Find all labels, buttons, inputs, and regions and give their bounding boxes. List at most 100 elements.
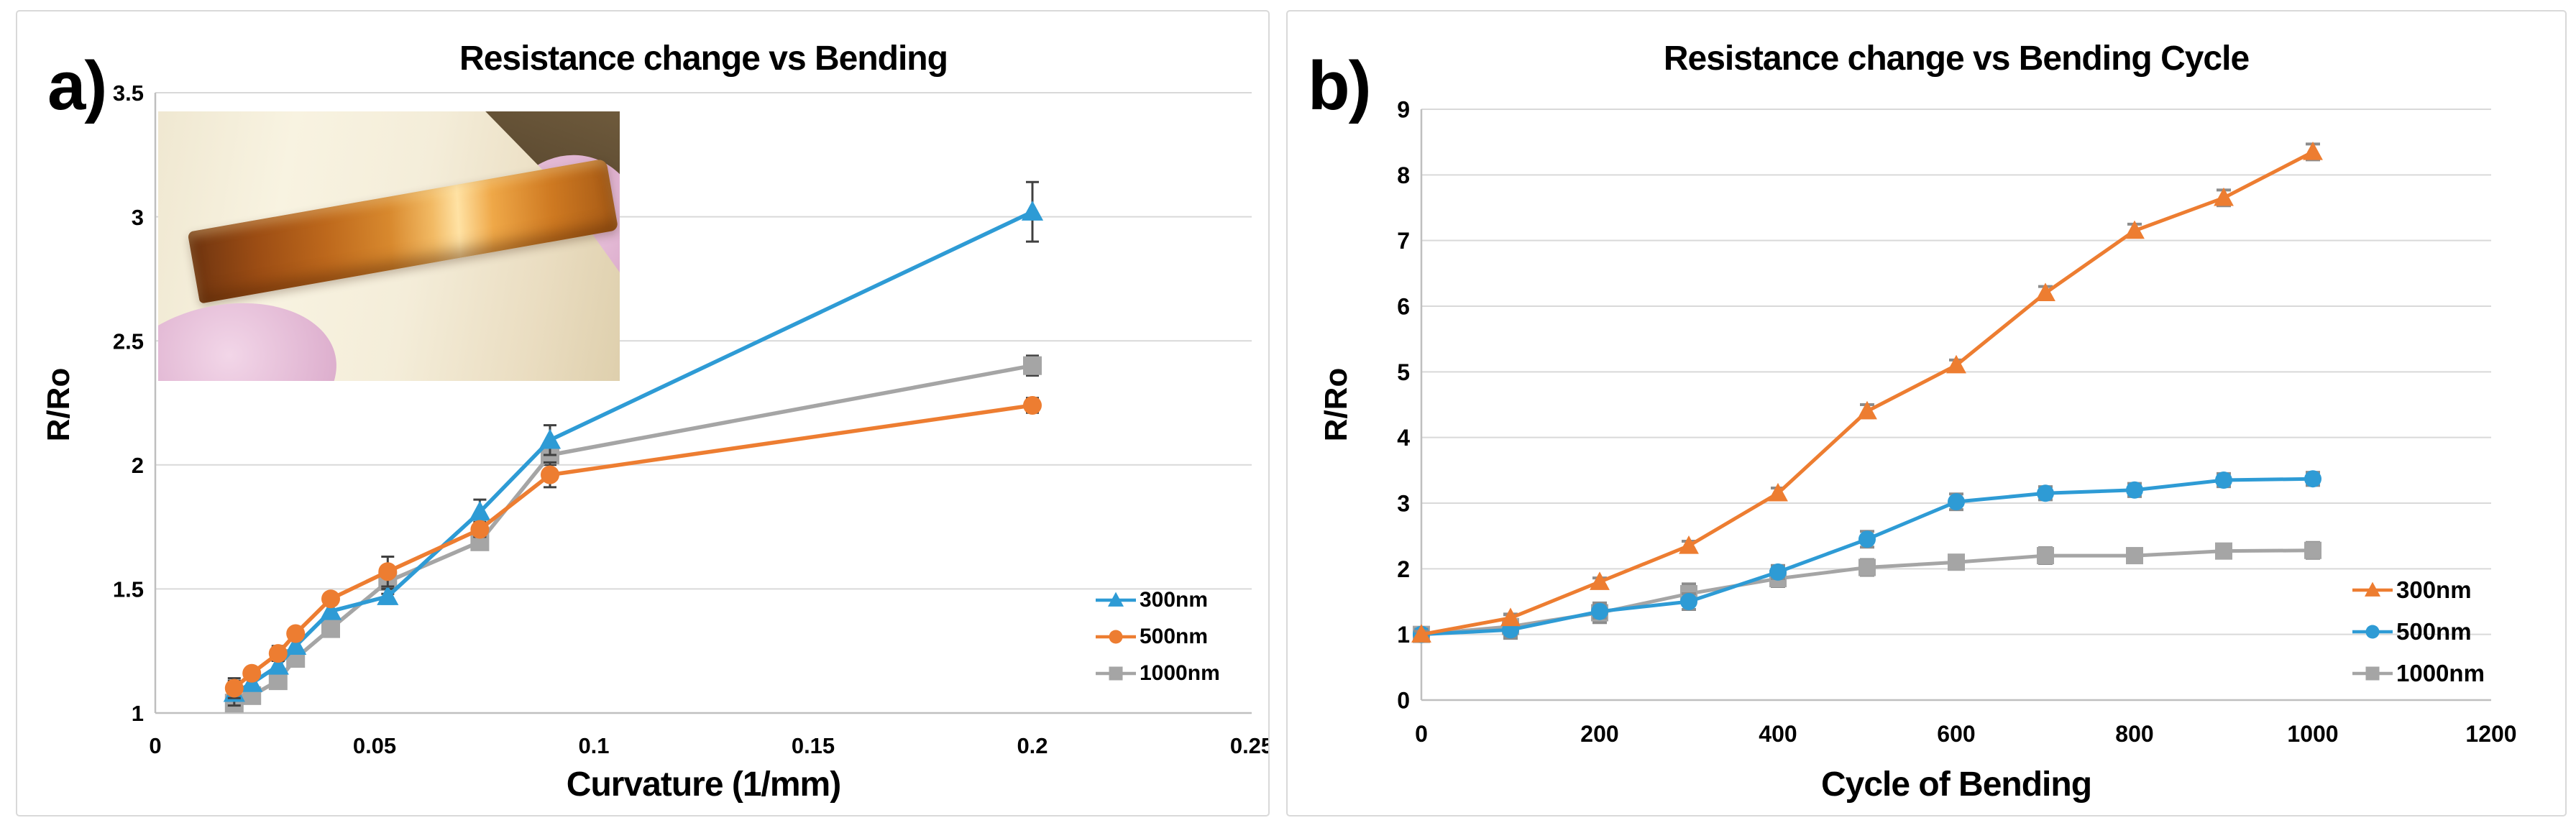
series-300nm-marker-9 <box>2214 187 2234 206</box>
x-tick-label-0.05: 0.05 <box>353 733 396 758</box>
y-tick-label-3.5: 3.5 <box>113 80 144 106</box>
y-tick-label-2: 2 <box>132 453 144 478</box>
chart-b-legend: 300nm 500nm 1000nm <box>2352 576 2485 686</box>
series-1000nm-marker-10 <box>2304 541 2321 559</box>
legend-symbol-300nm <box>2364 581 2381 597</box>
series-500nm-marker-9 <box>2215 472 2232 489</box>
panel-b-label: b) <box>1308 47 1372 124</box>
legend-symbol-1000nm <box>2365 666 2380 681</box>
series-300nm-marker-10 <box>2303 141 2323 160</box>
legend-marker-1000nm <box>1096 666 1136 681</box>
x-tick-label-600: 600 <box>1937 721 1975 747</box>
series-500nm-marker-6 <box>1948 493 1965 511</box>
series-300nm <box>1411 141 2323 643</box>
series-500nm <box>1413 470 2321 643</box>
series-500nm-line <box>232 403 1035 691</box>
series-1000nm-marker-6 <box>1948 553 1965 571</box>
series-500nm-marker-5 <box>1858 530 1876 548</box>
y-tick-label-3: 3 <box>132 205 144 230</box>
inset-photo <box>158 111 620 381</box>
series-500nm-marker-6 <box>470 520 490 539</box>
legend-item-300nm: 300nm <box>1095 588 1220 612</box>
y-tick-label-0: 0 <box>1397 688 1410 714</box>
x-tick-label-0.2: 0.2 <box>1017 733 1048 758</box>
y-tick-label-1: 1 <box>1397 622 1410 648</box>
legend-symbol-1000nm <box>1109 666 1123 681</box>
series-1000nm-line <box>232 363 1035 705</box>
series-500nm-marker-5 <box>378 562 398 581</box>
legend-symbol-500nm <box>1109 630 1123 644</box>
legend-item-500nm: 500nm <box>1095 625 1220 649</box>
series-300nm-marker-0 <box>1411 624 1431 643</box>
legend-label-300nm: 300nm <box>1140 588 1209 612</box>
series-300nm-marker-2 <box>267 654 289 675</box>
series-300nm-marker-8 <box>2124 220 2145 239</box>
legend-marker-500nm <box>2352 625 2393 639</box>
legend-marker-300nm <box>2352 581 2393 597</box>
chart-a-x-axis-title: Curvature (1/mm) <box>566 765 841 804</box>
series-500nm-marker-3 <box>1680 593 1697 610</box>
x-tick-label-200: 200 <box>1580 721 1618 747</box>
legend-marker-1000nm <box>2352 666 2393 681</box>
series-500nm-marker-4 <box>1769 563 1787 581</box>
x-tick-label-0.25: 0.25 <box>1230 733 1268 758</box>
legend-label-500nm: 500nm <box>1140 625 1209 648</box>
panel-a-label: a) <box>47 47 107 124</box>
legend-item-1000nm: 1000nm <box>2352 660 2485 686</box>
series-500nm-marker-7 <box>2037 484 2054 502</box>
series-300nm-marker-4 <box>319 599 342 620</box>
legend-label-300nm: 300nm <box>2396 576 2472 603</box>
series-300nm-marker-2 <box>1590 571 1610 590</box>
series-1000nm-marker-8 <box>2126 547 2143 565</box>
x-tick-label-400: 400 <box>1759 721 1797 747</box>
series-500nm-marker-4 <box>321 589 340 609</box>
y-tick-label-5: 5 <box>1397 359 1410 385</box>
y-tick-label-9: 9 <box>1397 97 1410 123</box>
series-1000nm-marker-9 <box>2215 542 2232 560</box>
series-1000nm-marker-7 <box>2037 547 2054 565</box>
y-tick-label-1: 1 <box>132 701 144 726</box>
legend-marker-300nm <box>1096 592 1136 607</box>
series-1000nm-marker-8 <box>1023 356 1042 375</box>
y-tick-label-1.5: 1.5 <box>113 577 144 602</box>
y-tick-label-2: 2 <box>1397 556 1410 582</box>
series-500nm-marker-1 <box>242 663 262 683</box>
series-300nm-marker-8 <box>1021 201 1044 221</box>
series-300nm-marker-7 <box>2035 282 2055 301</box>
series-500nm-marker-10 <box>2304 470 2321 488</box>
series-500nm-marker-2 <box>268 644 288 663</box>
x-tick-label-800: 800 <box>2115 721 2153 747</box>
legend-item-300nm: 300nm <box>2352 576 2485 603</box>
x-tick-label-1200: 1200 <box>2465 721 2516 747</box>
chart-a-y-axis-title: R/Ro <box>41 367 76 442</box>
x-tick-label-0: 0 <box>149 733 161 758</box>
series-1000nm <box>224 354 1042 713</box>
chart-b-x-axis-title: Cycle of Bending <box>1820 765 2092 804</box>
series-1000nm <box>1413 540 2321 643</box>
series-500nm <box>224 395 1042 699</box>
x-tick-label-0: 0 <box>1415 721 1428 747</box>
legend-symbol-500nm <box>2365 625 2380 639</box>
chart-b-plot: 0 1 2 3 4 5 6 7 8 9 0 200 400 600 800 1000 1200 <box>1397 97 2516 747</box>
legend-label-1000nm: 1000nm <box>2396 660 2485 686</box>
chart-a-plot: 1 1.5 2 2.5 3 3.5 0 0.05 0.1 0.15 0.2 0.25 <box>113 80 1268 758</box>
series-300nm-marker-6 <box>469 500 491 521</box>
series-300nm-marker-3 <box>285 635 307 655</box>
y-tick-label-6: 6 <box>1397 294 1410 320</box>
series-300nm-marker-5 <box>1857 400 1877 420</box>
legend-label-500nm: 500nm <box>2396 618 2472 645</box>
series-300nm-marker-5 <box>377 585 399 605</box>
series-1000nm-marker-5 <box>1858 558 1876 576</box>
legend-marker-500nm <box>1096 630 1136 644</box>
chart-a-legend: 300nm 500nm 1000nm <box>1095 588 1220 686</box>
chart-a-title: Resistance change vs Bending <box>459 40 948 78</box>
panel-b: 0 1 2 3 4 5 6 7 8 9 0 200 400 600 800 1000 1200 b) Resis… <box>1286 10 2567 816</box>
series-300nm-marker-1 <box>1500 607 1521 627</box>
y-tick-label-2.5: 2.5 <box>113 328 144 354</box>
series-300nm-marker-7 <box>538 428 562 449</box>
legend-item-1000nm: 1000nm <box>1095 661 1220 686</box>
y-tick-label-7: 7 <box>1397 228 1410 254</box>
y-tick-label-8: 8 <box>1397 162 1410 188</box>
y-tick-label-4: 4 <box>1397 425 1410 451</box>
